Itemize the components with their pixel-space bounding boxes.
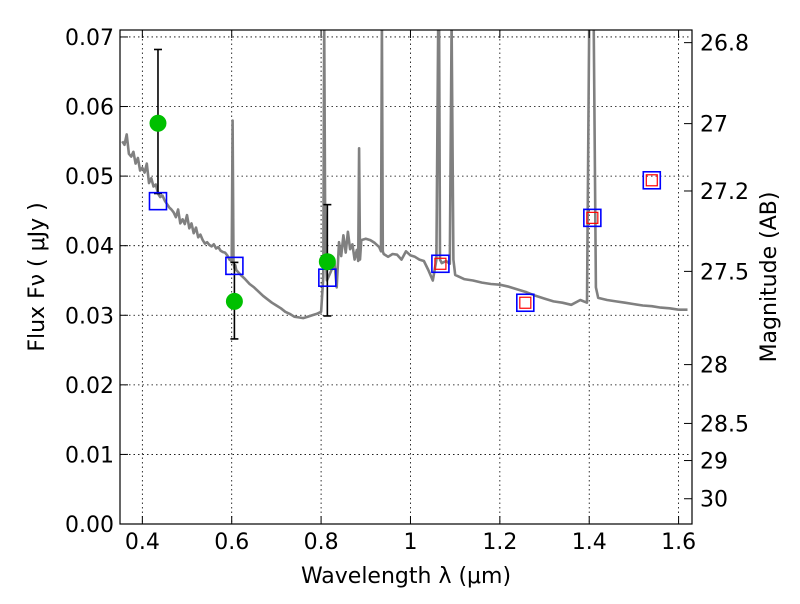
observed-point — [149, 114, 167, 132]
x-tick-label: 1 — [403, 530, 417, 555]
plot-frame — [119, 29, 693, 525]
model-photometry-square — [148, 191, 168, 211]
axis-ticks: 0.4 0.6 0.8 1 1.2 1.4 1.6 0.00 0.01 0.02 0.03 0.04 0… — [65, 26, 749, 555]
y-tick-label: 0.00 — [65, 513, 114, 538]
x-tick-label: 0.8 — [304, 530, 339, 555]
y-tick-label: 0.06 — [65, 96, 114, 121]
model-photometry-square — [583, 208, 602, 228]
model-photometry-inner-square — [434, 257, 447, 270]
model-photometry-square — [225, 256, 244, 276]
observed-point — [318, 253, 336, 271]
y-tick-label: 0.01 — [65, 443, 114, 468]
y2-tick-label: 28.5 — [700, 412, 749, 437]
y-tick-label: 0.07 — [65, 26, 114, 51]
y-tick-label: 0.02 — [65, 374, 114, 399]
y2-tick-label: 26.8 — [700, 32, 749, 57]
model-photometry-square — [431, 254, 450, 274]
y-tick-label: 0.05 — [65, 165, 114, 190]
y-axis-label: Flux Fν ( μJy ) — [25, 202, 50, 351]
observed-point — [225, 292, 243, 310]
y2-axis-label: Magnitude (AB) — [757, 192, 782, 363]
x-axis-label: Wavelength λ (μm) — [301, 564, 511, 589]
model-photometry-square — [642, 170, 662, 190]
plot-area — [120, 30, 692, 524]
model-photometry-inner-square — [586, 211, 599, 224]
x-tick-label: 1.2 — [482, 530, 517, 555]
model-spectrum — [121, 30, 688, 320]
model-photometry-inner-square — [645, 174, 658, 187]
y2-tick-label: 27 — [700, 113, 728, 138]
y2-tick-label: 29 — [700, 450, 728, 475]
x-tick-label: 1.6 — [661, 530, 696, 555]
photometry-markers — [148, 48, 662, 340]
model-photometry-square — [516, 293, 535, 313]
y2-tick-label: 27.5 — [700, 260, 749, 285]
x-tick-label: 1.4 — [572, 530, 607, 555]
y-tick-label: 0.04 — [65, 235, 114, 260]
y2-tick-label: 28 — [700, 354, 728, 379]
model-spectrum-line — [121, 30, 688, 320]
y-tick-label: 0.03 — [65, 304, 114, 329]
x-tick-label: 0.4 — [125, 530, 160, 555]
y2-tick-label: 27.2 — [700, 180, 749, 205]
x-tick-label: 0.6 — [214, 530, 249, 555]
model-photometry-inner-square — [519, 296, 532, 309]
y2-tick-label: 30 — [700, 488, 728, 513]
